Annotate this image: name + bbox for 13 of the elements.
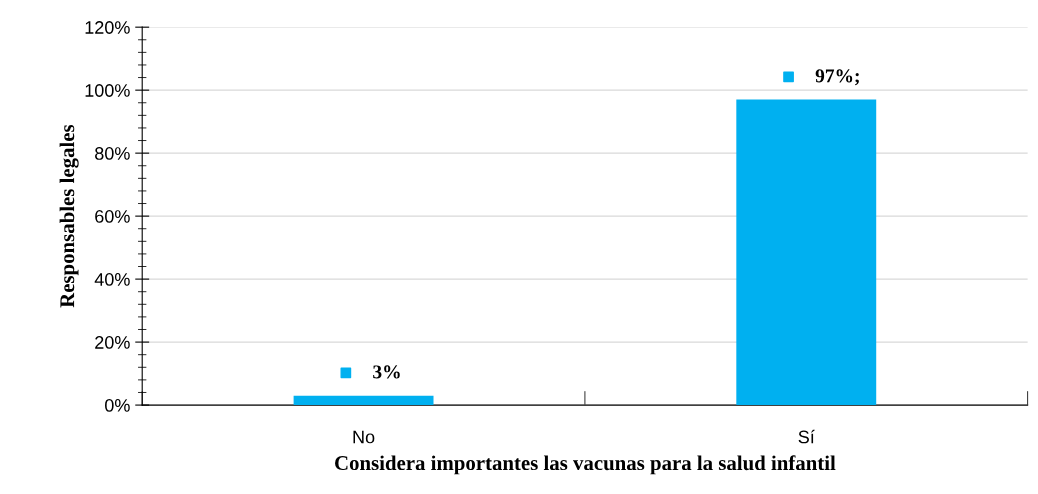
x-tick-label: Sí bbox=[798, 429, 815, 444]
x-tick-label: No bbox=[353, 430, 375, 444]
y-tick-label: 120% bbox=[85, 21, 130, 34]
y-axis-title: Responsables legales bbox=[59, 124, 79, 308]
data-label: 97%; bbox=[815, 69, 859, 86]
y-tick-label: 40% bbox=[94, 273, 130, 286]
y-tick-label: 80% bbox=[95, 147, 130, 160]
y-tick-label: 60% bbox=[95, 210, 130, 223]
data-label: 3% bbox=[373, 365, 400, 379]
y-tick-label: 20% bbox=[95, 336, 130, 349]
y-tick-label: 100% bbox=[85, 84, 130, 97]
x-axis-title: Considera importantes las vacunas para la salud infantil bbox=[335, 455, 836, 475]
y-tick-label: 0% bbox=[105, 399, 130, 412]
